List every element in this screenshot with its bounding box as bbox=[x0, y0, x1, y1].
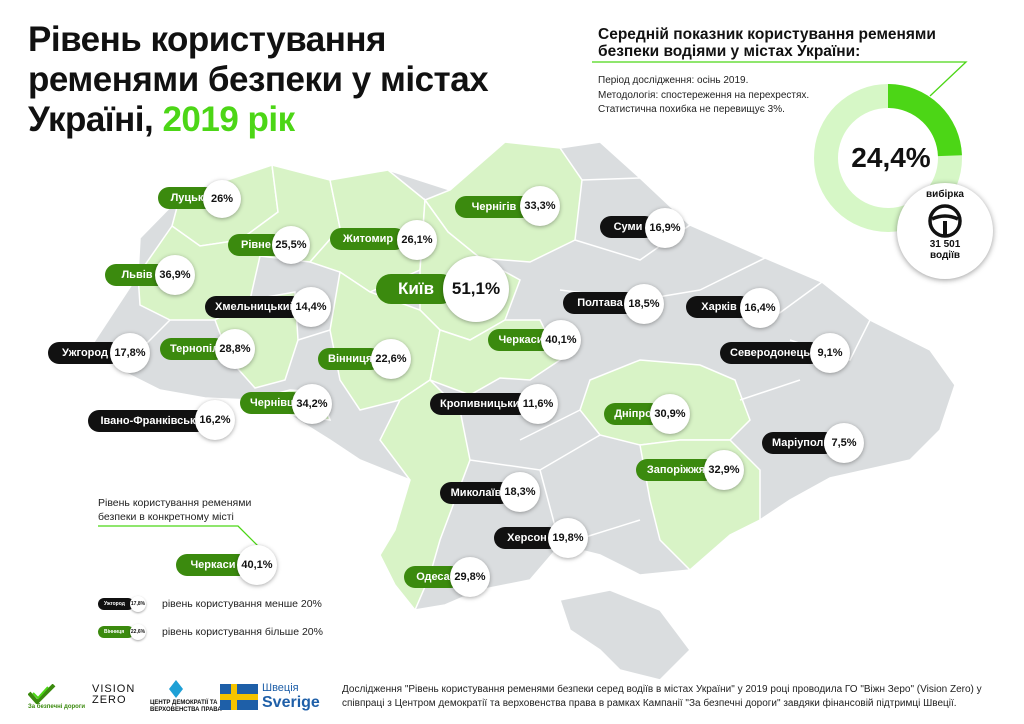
city-value-cherkasy: 40,1% bbox=[541, 320, 581, 360]
vzp-logo-text: За безпечні дороги bbox=[28, 704, 86, 710]
region-odesa bbox=[379, 379, 471, 612]
sample-count: 31 501 водіїв bbox=[897, 239, 993, 261]
city-value-kherson: 19,8% bbox=[548, 518, 588, 558]
city-pill-rivne: Рівне bbox=[228, 234, 284, 256]
city-value-zhytomyr: 26,1% bbox=[397, 220, 437, 260]
legend-example-pill: Черкаси bbox=[176, 554, 250, 576]
city-value-sumy: 16,9% bbox=[645, 208, 685, 248]
city-value-chernihiv: 33,3% bbox=[520, 186, 560, 226]
centre-logo: ЦЕНТР ДЕМОКРАТІЇ ТА ВЕРХОВЕНСТВА ПРАВА bbox=[150, 680, 222, 714]
legend-caption: Рівень користування ременями безпеки в к… bbox=[98, 497, 252, 523]
vzp-logo: За безпечні дороги bbox=[27, 683, 85, 712]
note-error: Статистична похибка не перевищує 3%. bbox=[598, 104, 785, 115]
city-value-dnipro: 30,9% bbox=[650, 394, 690, 434]
city-pill-chernihiv: Чернігів bbox=[455, 196, 533, 218]
city-value-kropyvnytskyi: 11,6% bbox=[518, 384, 558, 424]
city-value-mariupol: 7,5% bbox=[824, 423, 864, 463]
city-value-rivne: 25,5% bbox=[272, 226, 310, 264]
average-panel-title: Середній показник користування ременями … bbox=[598, 26, 936, 60]
sample-badge: вибірка 31 501 водіїв bbox=[897, 183, 993, 279]
city-value-chernivtsi: 34,2% bbox=[292, 384, 332, 424]
city-pill-sievierodonetsk: Северодонецьк bbox=[720, 342, 822, 364]
city-value-khmelnytskyi: 14,4% bbox=[291, 287, 331, 327]
steering-wheel-icon bbox=[928, 204, 962, 238]
sample-label: вибірка bbox=[926, 189, 964, 200]
city-pill-kyiv: Київ bbox=[376, 274, 456, 304]
checkmark-logo-icon bbox=[27, 683, 56, 705]
page-title: Рівень користування ременями безпеки у м… bbox=[28, 20, 548, 140]
city-value-odesa: 29,8% bbox=[450, 557, 490, 597]
legend-below-text: рівень користування менше 20% bbox=[162, 598, 322, 610]
city-pill-odesa: Одеса bbox=[404, 566, 462, 588]
city-pill-khmelnytskyi: Хмельницький bbox=[205, 296, 303, 318]
city-pill-sumy: Суми bbox=[600, 216, 656, 238]
title-main: Рівень користування ременями безпеки у м… bbox=[28, 20, 489, 139]
city-pill-kropyvnytskyi: Кропивницький bbox=[430, 393, 530, 415]
legend-above-text: рівень користування більше 20% bbox=[162, 626, 323, 638]
vision-zero-line1: VISION bbox=[92, 683, 136, 695]
legend-mini-pill-green: Вінниця bbox=[98, 626, 134, 638]
legend-mini-badge-green: 22,6% bbox=[130, 624, 146, 640]
sample-count-unit: водіїв bbox=[929, 250, 961, 261]
city-pill-chernivtsi: Чернівці bbox=[240, 392, 304, 414]
city-pill-mykolaiv: Миколаїв bbox=[440, 482, 512, 504]
panel-leader-line bbox=[592, 61, 968, 97]
city-pill-mariupol: Маріуполь bbox=[762, 432, 836, 454]
city-pill-kherson: Херсон bbox=[494, 527, 560, 549]
city-value-sievierodonetsk: 9,1% bbox=[810, 333, 850, 373]
sweden-logo-line1: Швеція bbox=[262, 682, 299, 694]
city-value-ternopil: 28,8% bbox=[215, 329, 255, 369]
city-value-zaporizhzhia: 32,9% bbox=[704, 450, 744, 490]
sweden-logo-line2: Sverige bbox=[262, 694, 320, 711]
city-pill-cherkasy: Черкаси bbox=[488, 329, 554, 351]
city-pill-dnipro: Дніпро bbox=[604, 403, 662, 425]
city-pill-lutsk: Луцьк bbox=[158, 187, 216, 209]
centre-logo-line1: ЦЕНТР ДЕМОКРАТІЇ ТА bbox=[150, 700, 218, 706]
city-value-kharkiv: 16,4% bbox=[740, 288, 780, 328]
legend-mini-pill-black: Ужгород bbox=[98, 598, 134, 610]
region-crimea bbox=[559, 589, 691, 681]
city-value-poltava: 18,5% bbox=[624, 284, 664, 324]
city-pill-poltava: Полтава bbox=[563, 292, 637, 314]
city-value-kyiv: 51,1% bbox=[443, 256, 509, 322]
vision-zero-line2: ZERO bbox=[92, 694, 127, 706]
title-year: 2019 рік bbox=[162, 100, 295, 139]
city-pill-zhytomyr: Житомир bbox=[330, 228, 406, 250]
city-pill-kharkiv: Харків bbox=[686, 296, 752, 318]
sweden-flag-icon bbox=[220, 684, 258, 710]
study-notes: Період дослідження: осінь 2019. Методоло… bbox=[598, 74, 858, 118]
city-pill-zaporizhzhia: Запоріжжя bbox=[636, 459, 716, 481]
average-value: 24,4% bbox=[851, 142, 931, 173]
city-pill-ivano-frankivsk: Івано-Франківськ bbox=[88, 410, 208, 432]
footer-note: Дослідження "Рівень користування ременям… bbox=[342, 684, 982, 709]
average-gauge bbox=[814, 84, 962, 232]
city-value-lviv: 36,9% bbox=[155, 255, 195, 295]
note-period: Період дослідження: осінь 2019. bbox=[598, 75, 749, 86]
city-pill-uzhhorod: Ужгород bbox=[48, 342, 122, 364]
city-value-vinnytsia: 22,6% bbox=[371, 339, 411, 379]
legend-mini-badge-black: 17,8% bbox=[130, 596, 146, 612]
centre-emblem-icon bbox=[169, 680, 183, 698]
city-value-lutsk: 26% bbox=[203, 180, 241, 218]
gauge-fill bbox=[814, 84, 962, 232]
legend-example-value: 40,1% bbox=[237, 545, 277, 585]
city-pill-vinnytsia: Вінниця bbox=[318, 348, 382, 370]
city-value-ivano-frankivsk: 16,2% bbox=[195, 400, 235, 440]
centre-logo-line2: ВЕРХОВЕНСТВА ПРАВА bbox=[150, 707, 222, 713]
city-value-mykolaiv: 18,3% bbox=[500, 472, 540, 512]
sample-count-number: 31 501 bbox=[929, 239, 961, 250]
vision-zero-logo: VISION ZERO bbox=[92, 684, 135, 706]
sweden-logo: Швеція Sverige bbox=[220, 682, 320, 715]
legend-leader-line bbox=[98, 525, 263, 551]
city-pill-lviv: Львів bbox=[105, 264, 169, 286]
city-value-uzhhorod: 17,8% bbox=[110, 333, 150, 373]
note-methodology: Методологія: спостереження на перехрестя… bbox=[598, 89, 810, 101]
city-pill-ternopil: Тернопіль bbox=[160, 338, 226, 360]
